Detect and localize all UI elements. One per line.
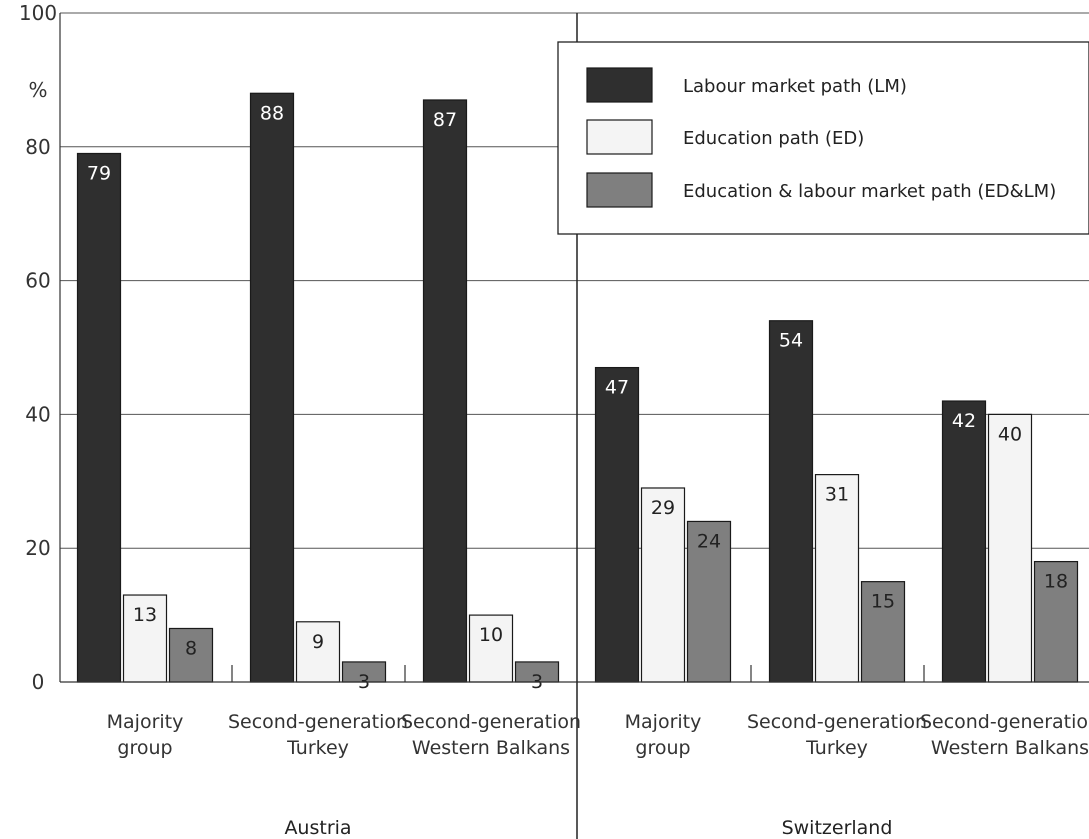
category-label: Majority bbox=[625, 711, 702, 733]
data-label: 31 bbox=[825, 484, 849, 506]
y-tick-label: 0 bbox=[32, 670, 45, 694]
data-label: 40 bbox=[998, 423, 1022, 445]
y-tick-label: 60 bbox=[25, 269, 50, 293]
data-label: 18 bbox=[1044, 571, 1068, 593]
legend-swatch bbox=[586, 119, 653, 155]
category-label: Second-generation bbox=[228, 711, 408, 733]
bar bbox=[860, 581, 906, 683]
bar bbox=[468, 614, 514, 683]
category-label: group bbox=[635, 737, 690, 759]
y-tick-label: 80 bbox=[25, 135, 50, 159]
bar bbox=[987, 413, 1033, 683]
country-label: Austria bbox=[284, 817, 351, 839]
category-label: Turkey bbox=[805, 737, 868, 759]
data-label: 24 bbox=[697, 530, 721, 552]
data-label: 13 bbox=[133, 604, 157, 626]
bar bbox=[76, 152, 122, 683]
data-label: 88 bbox=[260, 102, 284, 124]
bar bbox=[422, 99, 468, 683]
bar bbox=[814, 474, 860, 683]
data-label: 54 bbox=[779, 330, 803, 352]
y-tick-label: 40 bbox=[25, 402, 50, 426]
data-label: 79 bbox=[87, 162, 111, 184]
data-label: 47 bbox=[605, 377, 629, 399]
bar bbox=[768, 320, 814, 683]
country-label: Switzerland bbox=[782, 817, 893, 839]
data-label: 10 bbox=[479, 624, 503, 646]
category-label: Majority bbox=[107, 711, 184, 733]
category-label: Second-generation bbox=[747, 711, 927, 733]
bar bbox=[295, 621, 341, 683]
bar bbox=[640, 487, 686, 683]
data-label: 15 bbox=[871, 591, 895, 613]
y-tick-label: 20 bbox=[25, 536, 50, 560]
data-label: 87 bbox=[433, 109, 457, 131]
category-label: group bbox=[117, 737, 172, 759]
bar bbox=[594, 366, 640, 683]
legend-label: Education & labour market path (ED&LM) bbox=[683, 181, 1056, 202]
data-label: 9 bbox=[312, 631, 324, 653]
category-labels: Majority group Second-generation Turkey Seco… bbox=[107, 711, 1089, 839]
legend-label: Education path (ED) bbox=[683, 128, 864, 149]
bar bbox=[941, 400, 987, 683]
category-label: Second-generation bbox=[920, 711, 1089, 733]
y-tick-label: 100 bbox=[19, 1, 57, 25]
bar bbox=[1033, 560, 1079, 683]
bar bbox=[122, 594, 168, 683]
legend-swatch bbox=[586, 172, 653, 208]
bar bbox=[168, 627, 214, 683]
category-label: Turkey bbox=[286, 737, 349, 759]
category-label: Western Balkans bbox=[931, 737, 1089, 759]
legend-label: Labour market path (LM) bbox=[683, 76, 907, 97]
data-label: 42 bbox=[952, 410, 976, 432]
data-label: 29 bbox=[651, 497, 675, 519]
category-label: Western Balkans bbox=[412, 737, 570, 759]
y-axis-label: % bbox=[28, 78, 47, 102]
legend: Labour market path (LM) Education path (E… bbox=[557, 41, 1089, 235]
y-axis-ticks: 0 20 40 60 80 100 bbox=[19, 1, 57, 694]
bar bbox=[249, 92, 295, 683]
category-label: Second-generation bbox=[401, 711, 581, 733]
bars bbox=[76, 92, 1079, 683]
legend-swatch bbox=[586, 67, 653, 103]
bar bbox=[686, 520, 732, 683]
data-label: 8 bbox=[185, 637, 197, 659]
